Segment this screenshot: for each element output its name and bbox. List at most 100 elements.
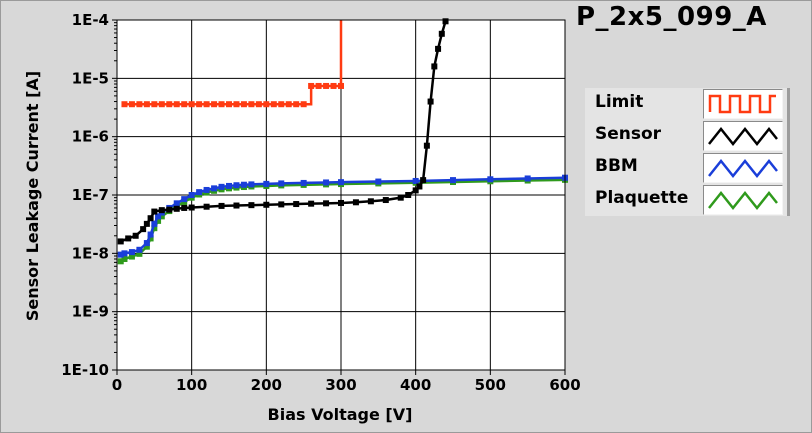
data-point-sensor — [173, 205, 180, 212]
y-axis-label: Sensor Leakage Current [A] — [23, 71, 42, 321]
data-point-sensor — [416, 183, 423, 190]
data-point-sensor — [147, 215, 154, 222]
data-point-limit — [196, 101, 203, 108]
data-point-limit — [188, 101, 195, 108]
data-point-limit — [211, 101, 218, 108]
x-axis-ticks: 0 100 200 300 400 500 600 — [112, 370, 581, 394]
data-point-bbm — [300, 179, 307, 186]
data-point-bbm — [218, 183, 225, 190]
data-point-sensor — [218, 202, 225, 209]
data-point-limit — [181, 101, 188, 108]
legend-label: Sensor — [595, 124, 662, 144]
data-point-sensor — [442, 18, 449, 25]
series-limit — [121, 20, 344, 108]
data-point-sensor — [233, 202, 240, 209]
y-tick-label: 1E-9 — [72, 303, 109, 321]
y-tick-label: 1E-8 — [72, 244, 109, 262]
data-point-limit — [315, 82, 322, 89]
data-point-limit — [278, 101, 285, 108]
data-point-limit — [270, 101, 277, 108]
data-point-sensor — [338, 199, 344, 206]
data-point-sensor — [323, 200, 330, 207]
legend-item-sensor[interactable]: Sensor — [585, 120, 785, 151]
data-point-limit — [121, 101, 128, 108]
data-point-limit — [240, 101, 247, 108]
x-tick-label: 100 — [176, 376, 207, 394]
data-point-bbm — [121, 250, 128, 257]
data-point-sensor — [278, 201, 285, 208]
data-point-plaquette — [136, 250, 143, 257]
y-tick-label: 1E-5 — [72, 69, 109, 87]
data-point-sensor — [308, 200, 315, 207]
data-point-bbm — [147, 231, 154, 238]
series-layer — [117, 18, 568, 265]
data-point-sensor — [435, 45, 442, 52]
data-point-bbm — [487, 176, 494, 183]
data-point-sensor — [125, 235, 132, 242]
data-point-bbm — [263, 180, 270, 187]
data-point-bbm — [136, 246, 143, 253]
data-point-sensor — [367, 198, 374, 205]
data-point-bbm — [338, 179, 344, 186]
grid — [117, 20, 565, 370]
data-point-bbm — [151, 220, 158, 227]
data-point-limit — [226, 101, 232, 108]
data-point-bbm — [117, 251, 124, 258]
data-point-sensor — [263, 201, 270, 208]
data-point-sensor — [151, 208, 158, 215]
data-point-sensor — [397, 194, 404, 201]
data-point-sensor — [140, 226, 147, 233]
data-point-sensor — [427, 98, 434, 105]
data-point-bbm — [211, 185, 218, 192]
data-point-sensor — [158, 207, 165, 214]
data-point-bbm — [412, 177, 419, 184]
data-point-plaquette — [147, 235, 154, 242]
data-point-sensor — [166, 206, 173, 213]
data-point-sensor — [382, 197, 389, 204]
data-point-sensor — [420, 177, 427, 184]
data-point-sensor — [117, 238, 124, 245]
plaquette-swatch-icon — [703, 185, 783, 215]
data-point-sensor — [412, 187, 419, 194]
legend-item-bbm[interactable]: BBM — [585, 152, 785, 183]
data-point-plaquette — [158, 213, 165, 220]
x-tick-label: 0 — [112, 376, 122, 394]
data-point-bbm — [173, 200, 180, 207]
sensor-swatch-icon — [703, 121, 783, 151]
data-point-limit — [300, 101, 307, 108]
series-bbm — [117, 174, 568, 258]
legend: Limit Sensor BBM Plaquette — [585, 88, 790, 216]
data-point-bbm — [233, 182, 240, 189]
data-point-limit — [338, 82, 344, 89]
legend-label: Limit — [595, 92, 644, 112]
data-point-sensor — [352, 199, 359, 206]
data-point-sensor — [181, 204, 188, 211]
data-point-bbm — [188, 192, 195, 198]
data-point-bbm — [143, 240, 150, 247]
data-point-limit — [166, 101, 173, 108]
data-point-sensor — [438, 30, 445, 37]
data-point-bbm — [203, 186, 210, 193]
data-point-sensor — [405, 192, 412, 198]
data-point-limit — [285, 101, 292, 108]
data-point-bbm — [155, 213, 162, 220]
data-point-limit — [173, 101, 180, 108]
data-point-limit — [293, 101, 300, 108]
data-point-plaquette — [151, 225, 158, 232]
data-point-bbm — [323, 179, 330, 186]
data-point-limit — [330, 82, 337, 89]
data-point-sensor — [203, 203, 210, 210]
data-point-sensor — [143, 220, 150, 227]
data-point-sensor — [431, 63, 438, 70]
x-tick-label: 600 — [549, 376, 580, 394]
data-point-bbm — [240, 181, 247, 188]
data-point-sensor — [293, 201, 300, 208]
data-point-plaquette — [121, 255, 128, 262]
data-point-limit — [263, 101, 270, 108]
x-tick-label: 400 — [400, 376, 431, 394]
legend-item-limit[interactable]: Limit — [585, 88, 785, 119]
legend-item-plaquette[interactable]: Plaquette — [585, 184, 785, 215]
data-point-bbm — [278, 180, 285, 187]
data-point-plaquette — [155, 217, 162, 224]
